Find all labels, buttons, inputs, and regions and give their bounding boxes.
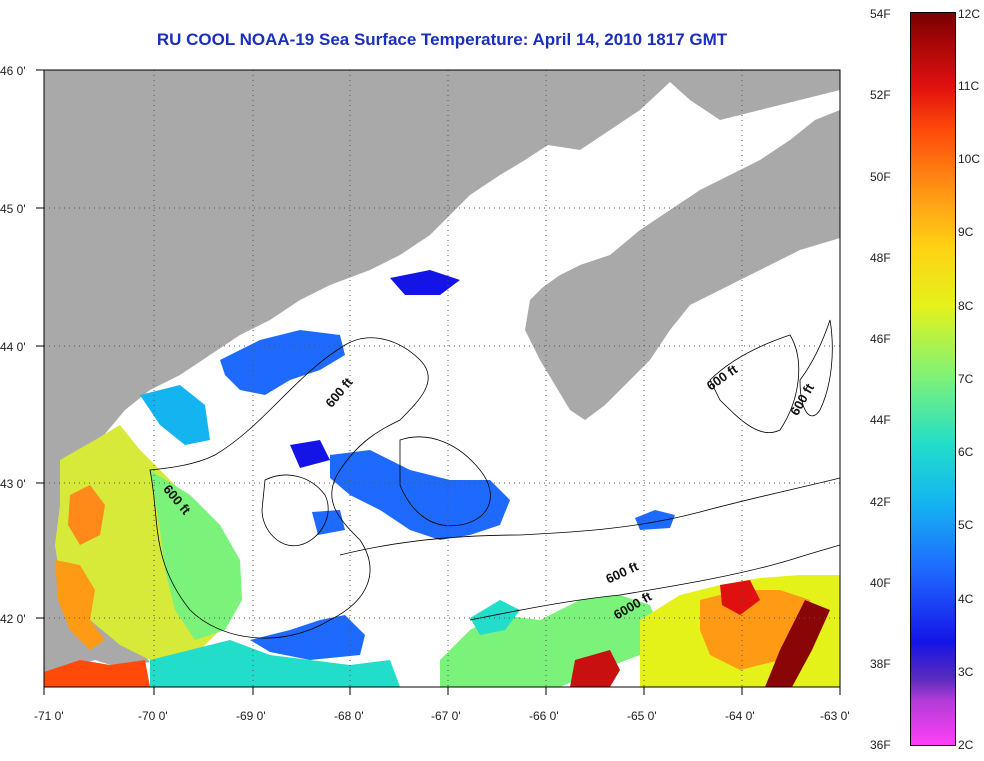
sst-red-patch — [570, 650, 620, 687]
contour-600ft-shelf — [339, 477, 840, 556]
colorbar-f-label: 42F — [870, 495, 891, 509]
x-tick-label: -67 0' — [431, 709, 461, 723]
colorbar-f-label: 50F — [870, 170, 891, 184]
colorbar-f-label: 54F — [870, 7, 891, 21]
sst-coastal-blue-2 — [390, 270, 460, 295]
colorbar-c-label: 7C — [958, 372, 974, 386]
x-tick-label: -63 0' — [820, 709, 850, 723]
colorbar-f-label: 36F — [870, 738, 891, 752]
contour-600ft-east — [399, 436, 491, 527]
y-tick-label: 43 0' — [0, 477, 26, 491]
contour-600ft-basin — [261, 474, 329, 547]
colorbar-c-label: 9C — [958, 225, 974, 239]
y-tick-label: 42 0' — [0, 612, 26, 626]
sst-central-blue — [330, 450, 510, 540]
sst-southern-blue — [250, 615, 365, 660]
colorbar-f-label: 52F — [870, 88, 891, 102]
contour-600ft-scotian — [709, 334, 800, 433]
map-title: RU COOL NOAA-19 Sea Surface Temperature:… — [156, 30, 728, 49]
tick-marks — [36, 69, 841, 695]
x-tick-label: -64 0' — [725, 709, 755, 723]
colorbar-c-label: 10C — [958, 152, 981, 166]
colorbar-c-label: 4C — [958, 592, 974, 606]
sst-southern-red — [44, 660, 150, 687]
y-tick-label: 44 0' — [0, 340, 26, 354]
y-tick-label: 46 0' — [0, 64, 26, 78]
sst-western-orange — [68, 485, 105, 545]
land-massachusetts — [44, 480, 150, 687]
x-tick-label: -65 0' — [627, 709, 657, 723]
sst-cyan-1 — [140, 385, 210, 445]
sst-slope-red — [720, 580, 760, 615]
temperature-colorbar — [910, 12, 956, 746]
sst-coastal-blue — [220, 330, 345, 395]
sst-small-blue — [635, 510, 675, 530]
colorbar-f-label: 44F — [870, 413, 891, 427]
x-tick-label: -70 0' — [138, 709, 168, 723]
colorbar-c-label: 6C — [958, 445, 974, 459]
sst-central-blue-2 — [290, 440, 330, 468]
contour-6000ft — [469, 544, 840, 621]
bay-of-fundy — [505, 150, 700, 300]
x-tick-label: -68 0' — [334, 709, 364, 723]
colorbar-f-label: 38F — [870, 657, 891, 671]
sst-southern-cyan — [150, 640, 400, 687]
colorbar-c-label: 8C — [958, 299, 974, 313]
sst-western-green — [150, 470, 242, 640]
colorbar-f-label: 40F — [870, 576, 891, 590]
sst-central-blue-3 — [312, 510, 345, 535]
contour-600ft-scotian-2 — [799, 319, 833, 417]
colorbar-f-label: 46F — [870, 332, 891, 346]
colorbar-c-label: 3C — [958, 665, 974, 679]
x-tick-label: -69 0' — [236, 709, 266, 723]
sst-western-orange-2 — [55, 560, 105, 650]
sst-gulf-stream — [765, 600, 830, 687]
land-nova-scotia — [525, 110, 840, 420]
contour-600ft-gulf — [149, 337, 429, 639]
colorbar-c-label: 5C — [958, 518, 974, 532]
colorbar-f-label: 48F — [870, 251, 891, 265]
land-maine-newbrunswick — [44, 70, 840, 500]
colorbar-c-label: 12C — [958, 7, 981, 21]
colorbar-c-label: 11C — [958, 79, 980, 93]
y-tick-label: 45 0' — [0, 202, 26, 216]
colorbar-c-label: 2C — [958, 738, 974, 752]
x-tick-label: -66 0' — [529, 709, 559, 723]
x-tick-label: -71 0' — [34, 709, 64, 723]
